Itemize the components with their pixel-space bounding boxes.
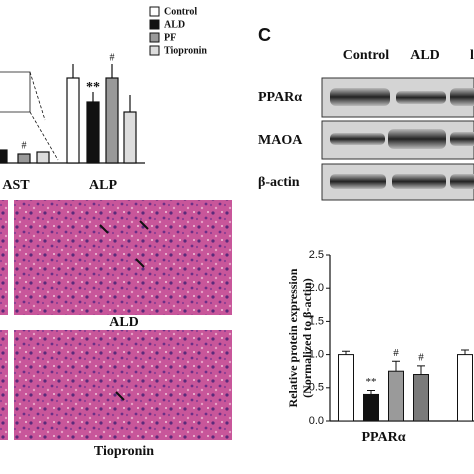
blot — [321, 77, 474, 201]
y-tick-label: 1.5 — [309, 315, 324, 327]
annotation: ** — [86, 80, 100, 95]
annotation: # — [393, 347, 399, 359]
y-tick-label: 0.0 — [309, 415, 324, 427]
blot-row: MAOA — [258, 133, 303, 148]
x-tick-label: PPARα — [361, 430, 405, 445]
image-label: Tiopronin — [94, 444, 154, 459]
legend-label: Tiopronin — [164, 45, 207, 56]
image-label: ALD — [109, 315, 139, 330]
inset — [0, 71, 31, 113]
legend-swatch — [149, 19, 160, 30]
bar — [123, 111, 137, 164]
bar — [338, 354, 354, 422]
legend-label: Control — [164, 6, 197, 17]
bar — [66, 77, 80, 164]
annotation: # — [22, 140, 27, 151]
legend — [149, 6, 160, 56]
x-label: ALP — [89, 178, 117, 193]
histology-image — [14, 200, 232, 315]
bar — [413, 374, 429, 422]
blot-column: l — [470, 48, 474, 63]
error-bar — [392, 360, 400, 372]
histology-image — [14, 330, 232, 440]
x-label: AST — [2, 178, 30, 193]
legend-swatch — [149, 45, 160, 56]
zoom-lines — [29, 71, 59, 161]
top-chart — [0, 64, 145, 164]
y-axis-label: (Normalized to β-actin) — [300, 278, 314, 398]
annotation: ** — [366, 376, 377, 388]
error-bar — [367, 389, 375, 395]
bar — [363, 393, 379, 422]
error-bar — [417, 365, 425, 375]
legend-swatch — [149, 6, 160, 17]
blot-column: Control — [343, 48, 390, 63]
legend-label: PF — [164, 32, 176, 43]
blot-row: PPARα — [258, 90, 302, 105]
y-tick-label: 2.5 — [309, 249, 324, 261]
y-tick-label: 0.5 — [309, 382, 324, 394]
histology-image — [0, 330, 8, 440]
histology-image — [0, 200, 8, 315]
annotation: # — [110, 52, 115, 63]
error-bars — [72, 64, 131, 112]
legend-label: ALD — [164, 19, 185, 30]
y-tick-label: 1.0 — [309, 349, 324, 361]
protein-chart: 0.0 0.5 1.0 1.5 2.0 2.5 Relative protein expre… — [286, 249, 474, 445]
bar — [86, 101, 100, 164]
bar — [105, 77, 119, 164]
panel-label: C — [258, 25, 271, 45]
error-bar — [342, 350, 350, 355]
annotation: # — [418, 351, 424, 363]
bar — [17, 153, 31, 164]
error-bar — [461, 349, 469, 355]
arrows — [99, 220, 149, 401]
y-axis-label: Relative protein expression — [286, 268, 300, 407]
blot-row: β-actin — [258, 175, 300, 190]
bar — [36, 151, 50, 164]
y-tick-label: 2.0 — [309, 282, 324, 294]
legend-swatch — [149, 32, 160, 43]
bar — [388, 370, 404, 422]
bar — [457, 354, 473, 422]
bar — [0, 149, 8, 164]
blot-column: ALD — [410, 48, 440, 63]
